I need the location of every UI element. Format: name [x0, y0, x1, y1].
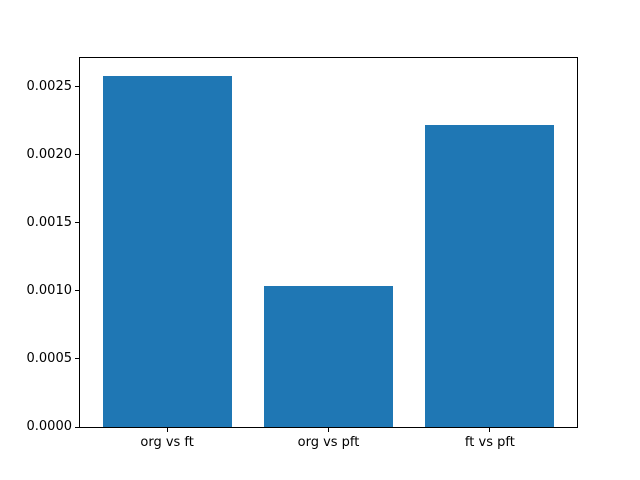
y-tick-mark — [75, 222, 79, 224]
bar-org-vs-pft — [264, 286, 393, 427]
x-tick-label: org vs ft — [140, 435, 194, 450]
y-tick-label: 0.0025 — [26, 78, 73, 94]
bar-ft-vs-pft — [425, 125, 554, 427]
x-tick-mark — [489, 428, 491, 432]
y-tick-label: 0.0000 — [26, 419, 73, 434]
y-tick-mark — [75, 86, 79, 88]
y-tick-label: 0.0015 — [26, 214, 73, 230]
bar-org-vs-ft — [103, 76, 232, 427]
plot-area — [79, 57, 578, 428]
x-tick-mark — [328, 428, 329, 432]
x-tick-mark — [166, 428, 168, 432]
x-tick-label: ft vs pft — [464, 435, 515, 450]
y-tick-mark — [75, 290, 79, 292]
y-tick-label: 0.0010 — [26, 282, 73, 298]
y-tick-mark — [75, 426, 79, 428]
x-tick-label: org vs pft — [297, 435, 360, 450]
y-tick-label: 0.0020 — [26, 146, 73, 162]
y-tick-label: 0.0005 — [26, 350, 73, 366]
y-tick-mark — [75, 358, 79, 360]
y-tick-mark — [75, 154, 79, 156]
